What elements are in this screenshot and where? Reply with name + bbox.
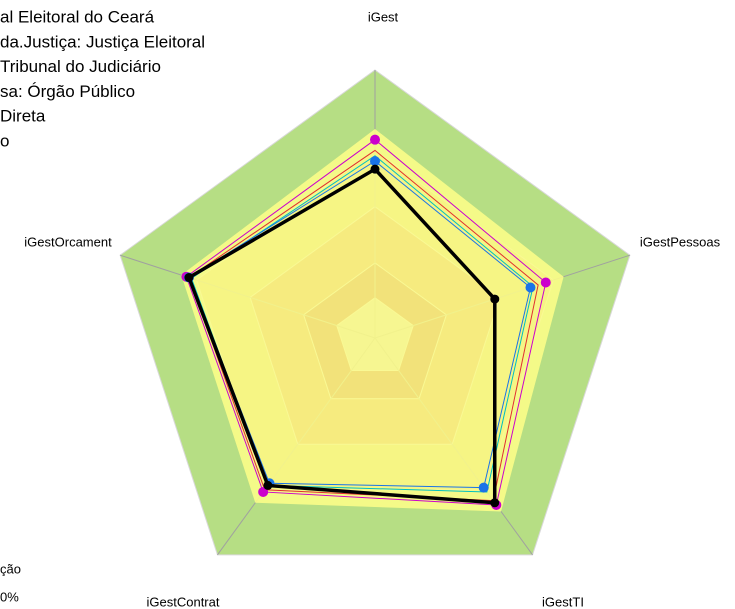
legend-text: al Eleitoral do Ceará xyxy=(0,7,155,26)
axis-label: iGest xyxy=(368,9,399,24)
series-point xyxy=(478,482,489,493)
legend-text: da.Justiça: Justiça Eleitoral xyxy=(0,32,205,51)
footer-text: 0% xyxy=(0,589,19,604)
axis-label: iGestTI xyxy=(542,594,584,609)
footer-text: ção xyxy=(0,561,21,576)
legend-text: Direta xyxy=(0,107,46,126)
series-line xyxy=(185,139,547,506)
series-point xyxy=(370,134,380,145)
series-point xyxy=(490,294,500,304)
axis-label: iGestPessoas xyxy=(640,234,721,249)
series-point xyxy=(490,498,500,508)
series-point xyxy=(258,486,269,497)
series-point xyxy=(370,164,380,174)
series-point xyxy=(184,273,194,283)
series-point xyxy=(540,277,551,288)
series-point xyxy=(263,480,273,490)
legend-text: o xyxy=(0,131,9,150)
series-point xyxy=(525,282,536,293)
legend-text: sa: Órgão Público xyxy=(0,82,135,101)
series-point xyxy=(370,156,380,167)
axis-label: iGestOrcament xyxy=(24,234,112,249)
series-line xyxy=(186,166,497,505)
axis-label: iGestContrat xyxy=(147,594,220,609)
legend-text: Tribunal do Judiciário xyxy=(0,57,161,76)
